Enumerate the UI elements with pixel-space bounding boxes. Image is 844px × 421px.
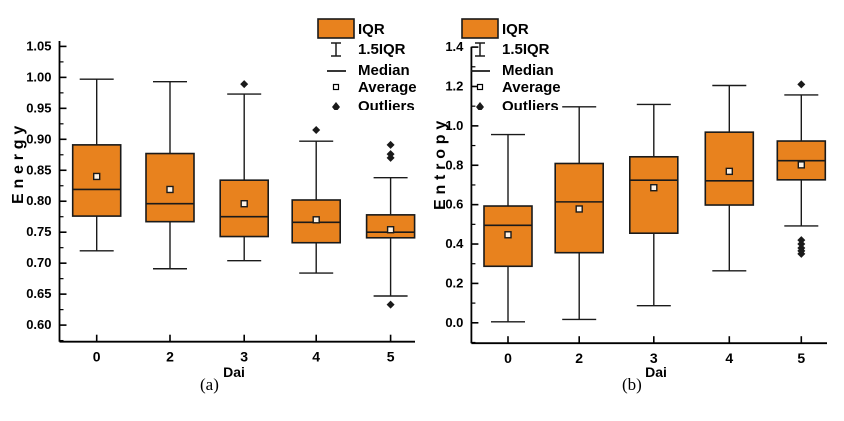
svg-text:4: 4 [312,349,320,365]
svg-text:1.05: 1.05 [26,38,51,53]
svg-text:5: 5 [797,350,805,366]
svg-text:Median: Median [502,62,554,79]
svg-text:0: 0 [504,350,512,366]
svg-text:0: 0 [93,349,101,365]
svg-text:0.85: 0.85 [26,162,51,177]
svg-text:Average: Average [358,79,417,96]
svg-text:0.95: 0.95 [26,100,51,115]
svg-text:0.65: 0.65 [26,286,51,301]
svg-text:0.4: 0.4 [445,236,464,251]
svg-text:0.60: 0.60 [26,317,51,332]
svg-text:Average: Average [502,79,561,96]
svg-text:2: 2 [575,350,583,366]
svg-text:0.70: 0.70 [26,255,51,270]
svg-text:4: 4 [725,350,733,366]
svg-text:Median: Median [358,62,410,79]
svg-text:2: 2 [166,349,174,365]
svg-text:0.90: 0.90 [26,131,51,146]
svg-text:Outliers: Outliers [358,98,415,110]
svg-text:IQR: IQR [502,21,529,38]
svg-text:0.0: 0.0 [445,315,463,330]
svg-text:Outliers: Outliers [502,98,559,110]
svg-text:1.5IQR: 1.5IQR [502,41,550,58]
svg-text:0.80: 0.80 [26,193,51,208]
svg-text:1.00: 1.00 [26,69,51,84]
svg-text:IQR: IQR [358,21,385,38]
svg-text:1.5IQR: 1.5IQR [358,41,406,58]
svg-text:5: 5 [387,349,395,365]
svg-text:0.75: 0.75 [26,224,51,239]
svg-text:0.2: 0.2 [445,275,463,290]
svg-text:3: 3 [240,349,248,365]
